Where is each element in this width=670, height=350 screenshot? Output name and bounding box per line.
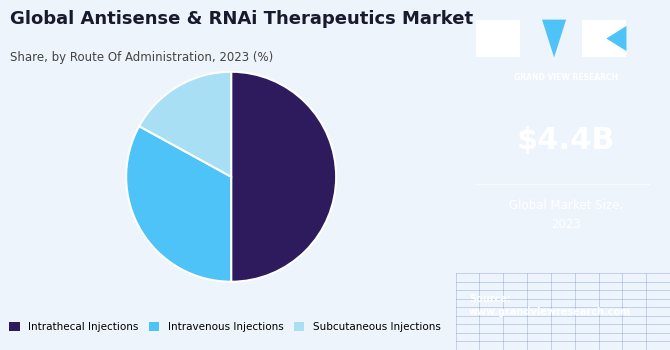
- Text: Share, by Route Of Administration, 2023 (%): Share, by Route Of Administration, 2023 …: [10, 51, 273, 64]
- Bar: [476, 20, 520, 57]
- Text: Source:
www.grandviewresearch.com: Source: www.grandviewresearch.com: [469, 294, 631, 317]
- Wedge shape: [139, 72, 231, 177]
- Text: Global Market Size,
2023: Global Market Size, 2023: [509, 199, 623, 231]
- Bar: [582, 20, 626, 57]
- Polygon shape: [542, 20, 566, 57]
- Wedge shape: [126, 126, 231, 282]
- Text: $4.4B: $4.4B: [517, 126, 616, 154]
- Text: GRAND VIEW RESEARCH: GRAND VIEW RESEARCH: [514, 74, 618, 83]
- Polygon shape: [606, 26, 626, 51]
- Wedge shape: [231, 72, 336, 282]
- Text: Global Antisense & RNAi Therapeutics Market: Global Antisense & RNAi Therapeutics Mar…: [10, 10, 473, 28]
- Legend: Intrathecal Injections, Intravenous Injections, Subcutaneous Injections: Intrathecal Injections, Intravenous Inje…: [5, 318, 445, 337]
